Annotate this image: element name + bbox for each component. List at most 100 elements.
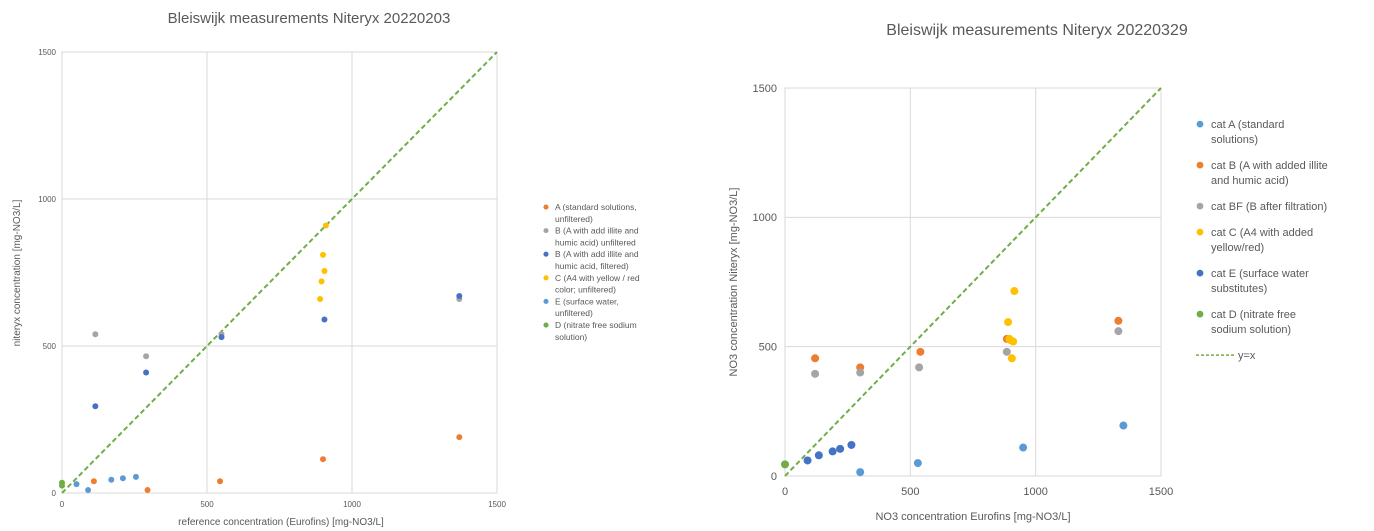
c1-point-series-3 [318, 278, 325, 285]
chart-1-y-axis-label: niteryx concentration [mg-NO3/L] [12, 199, 23, 346]
chart-1-x-axis-label: reference concentration (Eurofins) [mg-N… [178, 517, 384, 528]
c1-point-series-4 [132, 473, 139, 480]
c2-legend-label-1: and humic acid) [1211, 175, 1289, 187]
c1-legend-label-5: D (nitrate free sodium [555, 320, 637, 330]
c2-x-tick-label: 1000 [1023, 486, 1047, 498]
c1-legend-label-2: B (A with add illite and [555, 249, 639, 259]
c2-legend-label-3: yellow/red) [1211, 242, 1264, 254]
c2-point-series-3 [1007, 354, 1016, 363]
c1-y-tick-label: 1000 [38, 195, 56, 204]
c2-legend-label-2: cat BF (B after filtration) [1211, 201, 1327, 213]
c2-legend-marker-5 [1196, 310, 1204, 318]
c2-point-series-3 [1010, 287, 1019, 296]
c2-legend-label-4: cat E (surface water [1211, 268, 1309, 280]
c1-legend-marker-0 [543, 204, 549, 210]
c2-point-series-5 [781, 460, 789, 469]
c1-point-series-2 [92, 403, 99, 410]
chart-1-gridlines [61, 51, 498, 494]
c2-legend-label-5: cat D (nitrate free [1211, 309, 1296, 321]
c1-legend-marker-5 [543, 322, 549, 328]
c1-point-series-0 [217, 478, 224, 485]
c1-point-series-3 [321, 268, 328, 275]
c1-point-series-1 [92, 331, 99, 338]
c2-y-equals-x-line [784, 87, 1162, 477]
c1-legend-marker-4 [543, 298, 549, 304]
c1-legend-label-2: humic acid, filtered) [555, 261, 629, 271]
c2-point-series-3 [1009, 337, 1018, 346]
c2-point-series-2 [856, 368, 865, 377]
c1-y-equals-x-line [61, 51, 498, 494]
c1-point-series-4 [108, 476, 115, 483]
c1-x-tick-label: 1000 [343, 500, 361, 509]
c2-point-series-1 [811, 354, 820, 363]
chart-1-reference-line [61, 51, 498, 494]
c2-point-series-2 [1114, 327, 1123, 336]
c2-point-series-1 [916, 347, 925, 356]
c2-point-series-1 [1114, 316, 1123, 325]
c2-y-tick-label: 1000 [753, 212, 777, 224]
c1-legend-label-4: unfiltered) [555, 308, 593, 318]
chart-1: Bleiswijk measurements Niteryx 20220203 … [12, 10, 640, 528]
c2-legend-marker-1 [1196, 161, 1204, 169]
chart-2-title: Bleiswijk measurements Niteryx 20220329 [886, 22, 1188, 39]
chart-1-title: Bleiswijk measurements Niteryx 20220203 [168, 10, 451, 27]
c2-legend-label-reference: y=x [1238, 350, 1256, 362]
c2-y-tick-label: 500 [759, 342, 777, 354]
c2-legend-marker-0 [1196, 120, 1204, 128]
c2-legend-marker-4 [1196, 269, 1204, 277]
c1-point-series-0 [456, 434, 463, 441]
c1-point-series-3 [322, 222, 329, 229]
c2-point-series-4 [828, 447, 837, 456]
c1-y-tick-label: 1500 [38, 48, 56, 57]
c1-y-tick-label: 0 [52, 489, 57, 498]
c1-point-series-5 [59, 482, 65, 489]
c2-legend-marker-3 [1196, 228, 1204, 236]
c2-x-tick-label: 1500 [1149, 486, 1173, 498]
c1-legend-label-0: unfiltered) [555, 214, 593, 224]
c1-legend-label-0: A (standard solutions, [555, 202, 637, 212]
c2-legend-label-0: cat A (standard [1211, 119, 1284, 131]
c1-legend-label-3: color; unfiltered) [555, 285, 616, 295]
c2-legend-label-5: sodium solution) [1211, 324, 1291, 336]
c1-legend-label-1: B (A with add illite and [555, 226, 639, 236]
c2-x-tick-label: 0 [782, 486, 788, 498]
chart-1-ticks: 0 500 1000 1500 0 500 1000 1500 [38, 48, 506, 509]
c2-point-series-2 [811, 369, 820, 378]
chart-2-ticks: 0 500 1000 1500 0 500 1000 1500 [753, 83, 1174, 498]
c2-point-series-4 [814, 451, 823, 460]
c1-legend-marker-2 [543, 251, 549, 257]
c1-point-series-0 [90, 478, 97, 485]
chart-2: Bleiswijk measurements Niteryx 20220329 … [728, 22, 1328, 523]
c1-point-series-2 [218, 334, 225, 341]
c1-legend-marker-1 [543, 228, 549, 234]
chart-2-legend: cat A (standard solutions) cat B (A with a… [1196, 119, 1328, 362]
c2-point-series-2 [1002, 347, 1011, 356]
c2-point-series-0 [856, 468, 865, 477]
c2-point-series-0 [1019, 443, 1028, 452]
c1-legend-label-4: E (surface water, [555, 296, 619, 306]
c2-legend-label-3: cat C (A4 with added [1211, 227, 1313, 239]
c1-point-series-0 [144, 487, 151, 494]
c2-point-series-0 [1119, 421, 1128, 430]
c1-point-series-4 [85, 487, 92, 494]
chart-2-x-axis-label: NO3 concentration Eurofins [mg-NO3/L] [875, 511, 1070, 523]
c2-x-tick-label: 500 [901, 486, 919, 498]
c2-legend-marker-2 [1196, 202, 1204, 210]
chart-2-reference-line [784, 87, 1162, 477]
chart-1-points [59, 222, 463, 494]
c1-x-tick-label: 1500 [488, 500, 506, 509]
c1-point-series-3 [317, 295, 324, 302]
c2-legend-label-0: solutions) [1211, 134, 1258, 146]
c2-legend-label-4: substitutes) [1211, 283, 1267, 295]
c1-point-series-0 [320, 456, 326, 463]
c1-legend-label-1: humic acid) unfiltered [555, 237, 636, 247]
c1-y-tick-label: 500 [43, 342, 57, 351]
c1-point-series-2 [321, 316, 328, 323]
c2-y-tick-label: 0 [771, 471, 777, 483]
c1-legend-marker-3 [543, 275, 549, 281]
c1-legend-label-5: solution) [555, 332, 587, 342]
c2-legend-label-1: cat B (A with added illite [1211, 160, 1328, 172]
c1-legend-label-3: C (A4 with yellow / red [555, 273, 640, 283]
c1-point-series-2 [456, 293, 463, 300]
